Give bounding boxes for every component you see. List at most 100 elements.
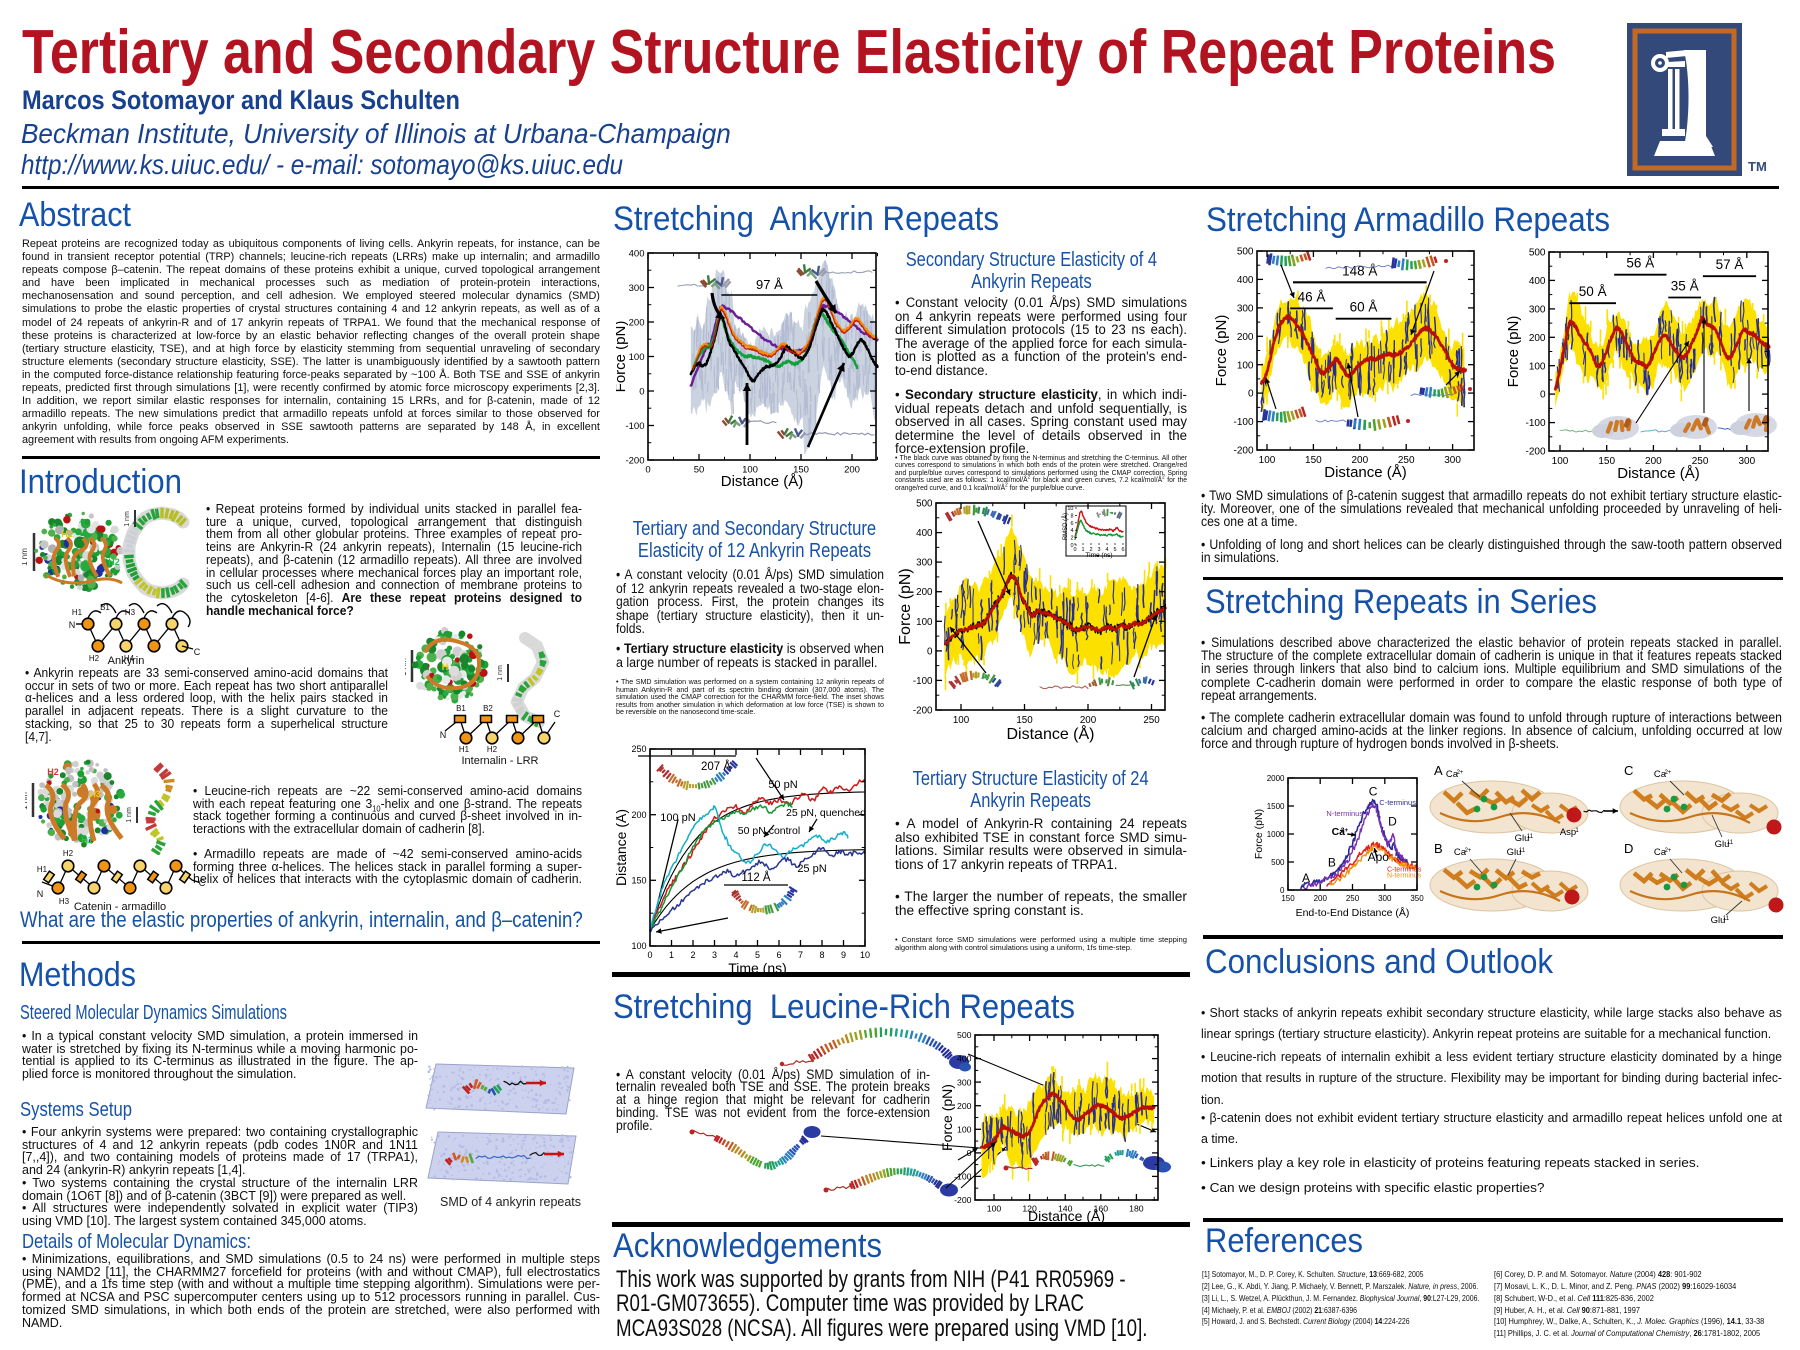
- svg-text:D: D: [1624, 841, 1633, 856]
- svg-text:207 Å: 207 Å: [701, 760, 731, 773]
- svg-text:100: 100: [957, 1124, 972, 1134]
- svg-text:H2: H2: [108, 557, 120, 567]
- svg-text:RMSD (Å): RMSD (Å): [1062, 513, 1069, 540]
- svg-text:250: 250: [1398, 455, 1415, 466]
- svg-text:150: 150: [1305, 455, 1322, 466]
- svg-text:500: 500: [1271, 858, 1285, 867]
- svg-text:-200: -200: [913, 706, 933, 717]
- svg-text:C-terminus: C-terminus: [1387, 867, 1422, 874]
- svg-text:400: 400: [629, 248, 645, 259]
- svg-text:1500: 1500: [1267, 802, 1285, 811]
- svg-text:Time (ns): Time (ns): [1085, 552, 1112, 559]
- svg-text:0: 0: [1280, 886, 1285, 895]
- svg-text:H1: H1: [81, 835, 93, 845]
- svg-text:200: 200: [631, 810, 646, 820]
- svg-text:B: B: [1434, 841, 1443, 856]
- svg-text:Ca: Ca: [1446, 769, 1459, 780]
- svg-text:100: 100: [1259, 455, 1276, 466]
- svg-text:Glu: Glu: [1711, 915, 1726, 926]
- svg-text:200: 200: [629, 317, 645, 328]
- svg-text:1 nm: 1 nm: [405, 658, 408, 676]
- svg-text:100: 100: [1529, 361, 1546, 372]
- svg-text:1 nm: 1 nm: [25, 792, 29, 810]
- svg-text:300: 300: [629, 283, 645, 294]
- svg-text:B1: B1: [100, 603, 110, 612]
- svg-text:50 Å: 50 Å: [1579, 284, 1607, 299]
- svg-text:N-terminus: N-terminus: [1387, 873, 1422, 880]
- svg-text:0: 0: [645, 465, 650, 476]
- svg-text:0: 0: [967, 1148, 972, 1158]
- svg-text:500: 500: [957, 1030, 972, 1040]
- svg-text:2+: 2+: [1665, 848, 1672, 854]
- svg-text:150: 150: [631, 876, 646, 886]
- svg-text:5: 5: [1113, 547, 1116, 553]
- svg-text:-100: -100: [1233, 417, 1253, 428]
- svg-text:0: 0: [647, 950, 652, 960]
- svg-text:C: C: [1369, 785, 1378, 799]
- svg-text:1: 1: [1575, 828, 1579, 834]
- svg-text:-100: -100: [913, 676, 933, 687]
- svg-text:200: 200: [1645, 456, 1662, 467]
- svg-text:End-to-End Distance (Å): End-to-End Distance (Å): [1296, 906, 1410, 919]
- svg-text:-200: -200: [1233, 446, 1253, 457]
- svg-text:Internalin - LRR: Internalin - LRR: [461, 755, 538, 767]
- svg-text:2+: 2+: [1665, 770, 1672, 776]
- svg-text:Apo: Apo: [1368, 850, 1390, 864]
- svg-text:B2: B2: [483, 704, 493, 713]
- svg-text:11: 11: [1727, 840, 1734, 846]
- svg-text:100: 100: [1237, 360, 1254, 371]
- svg-text:1: 1: [1081, 547, 1084, 553]
- svg-text:-100: -100: [625, 421, 644, 432]
- svg-text:0: 0: [1070, 543, 1073, 549]
- svg-text:Distance (Å): Distance (Å): [1028, 1208, 1105, 1224]
- svg-text:B1: B1: [456, 704, 466, 713]
- svg-text:300: 300: [916, 558, 933, 569]
- svg-text:H4: H4: [124, 654, 135, 663]
- svg-text:10: 10: [1067, 506, 1073, 512]
- svg-text:2+: 2+: [1341, 827, 1349, 834]
- svg-text:-200: -200: [954, 1195, 972, 1205]
- svg-text:60 Å: 60 Å: [1350, 300, 1378, 315]
- svg-text:8: 8: [1070, 513, 1073, 519]
- svg-text:1 nm: 1 nm: [124, 511, 131, 527]
- svg-text:180: 180: [1129, 1204, 1144, 1214]
- svg-text:300: 300: [1237, 303, 1254, 314]
- svg-text:10: 10: [860, 950, 870, 960]
- svg-text:Ankyrin: Ankyrin: [108, 655, 145, 666]
- svg-text:Asp: Asp: [1560, 827, 1576, 838]
- svg-text:5: 5: [755, 950, 760, 960]
- svg-text:1 nm: 1 nm: [497, 665, 504, 681]
- svg-text:Force (pN): Force (pN): [616, 321, 629, 393]
- svg-text:300: 300: [1378, 894, 1392, 903]
- svg-text:H1: H1: [61, 529, 73, 539]
- svg-text:160: 160: [1094, 1204, 1109, 1214]
- svg-text:56 Å: 56 Å: [1626, 256, 1654, 271]
- svg-text:C: C: [194, 647, 201, 657]
- svg-text:150: 150: [1016, 715, 1033, 726]
- svg-text:2+: 2+: [1465, 848, 1472, 854]
- svg-text:Force (pN): Force (pN): [898, 568, 914, 644]
- svg-text:1000: 1000: [1267, 830, 1285, 839]
- svg-text:400: 400: [916, 528, 933, 539]
- svg-text:H1: H1: [72, 608, 83, 617]
- svg-text:250: 250: [1346, 894, 1360, 903]
- svg-text:C-terminus: C-terminus: [1379, 798, 1416, 807]
- svg-text:1 nm: 1 nm: [22, 548, 29, 566]
- svg-text:100: 100: [1552, 456, 1569, 467]
- svg-text:300: 300: [1738, 456, 1755, 467]
- svg-text:A: A: [1434, 763, 1443, 778]
- svg-text:H2: H2: [487, 745, 498, 754]
- svg-text:500: 500: [1529, 248, 1546, 259]
- svg-text:200: 200: [844, 465, 860, 476]
- svg-text:C: C: [554, 709, 561, 719]
- svg-text:H3: H3: [89, 789, 101, 799]
- svg-text:B: B: [1328, 855, 1336, 869]
- svg-text:H1: H1: [459, 745, 470, 754]
- svg-text:100: 100: [987, 1204, 1002, 1214]
- svg-text:2: 2: [690, 950, 695, 960]
- svg-text:Glu: Glu: [1507, 847, 1522, 858]
- svg-text:H2: H2: [47, 767, 59, 777]
- svg-text:11: 11: [1519, 848, 1526, 854]
- svg-text:4: 4: [1105, 547, 1108, 553]
- svg-text:150: 150: [1598, 456, 1615, 467]
